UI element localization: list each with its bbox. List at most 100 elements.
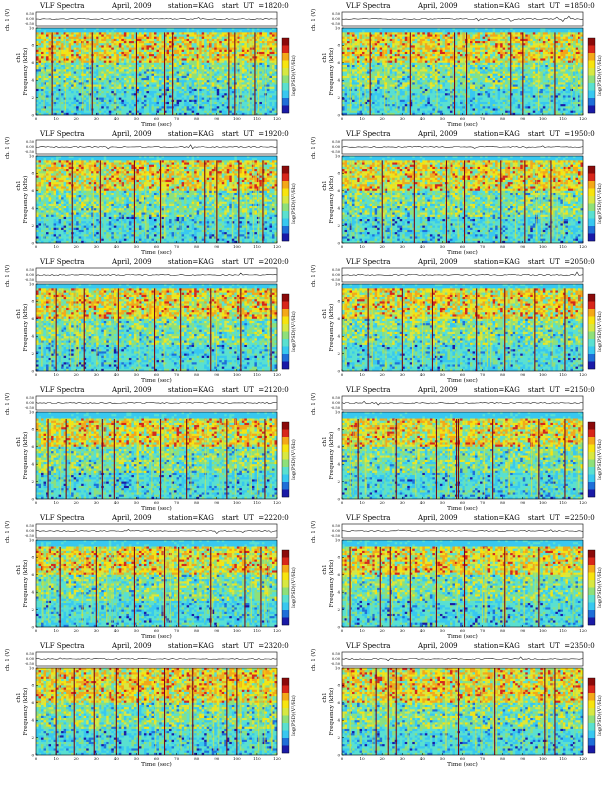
spectrogram-cell xyxy=(457,45,461,48)
spectrogram-cell xyxy=(261,32,265,35)
spectrogram-cell xyxy=(266,101,270,105)
spectrogram-cell xyxy=(201,112,205,116)
spectrogram-cell xyxy=(133,82,137,85)
spectrogram-cell xyxy=(229,78,232,81)
spectrogram-cell xyxy=(204,69,207,72)
spectrogram-cell xyxy=(557,30,561,33)
spectrogram-cell xyxy=(392,38,395,42)
spectrogram-cell xyxy=(151,54,155,57)
spectrogram-cell xyxy=(465,30,468,33)
spectrogram-cell xyxy=(169,108,172,111)
spectrogram-cell xyxy=(249,84,253,87)
spectrogram-cell xyxy=(116,75,119,79)
spectrogram-cell xyxy=(214,84,217,87)
spectrogram-cell xyxy=(38,69,42,72)
spectrogram-cell xyxy=(169,62,172,66)
spectrogram-cell xyxy=(442,38,446,42)
spectrogram-cell xyxy=(126,30,130,33)
spectrogram-cell xyxy=(259,32,263,35)
spectrogram-cell xyxy=(392,32,395,35)
spectrogram-cell xyxy=(231,38,235,42)
spectrogram-cell xyxy=(101,30,104,33)
spectrogram-cell xyxy=(106,75,109,79)
spectrogram-cell xyxy=(229,104,232,107)
spectrogram-cell xyxy=(181,99,185,103)
spectrogram-cell xyxy=(497,41,501,44)
spectrogram-cell xyxy=(81,112,84,116)
spectrogram-cell xyxy=(572,41,576,44)
spectrogram-cell xyxy=(266,36,270,40)
spectrogram-cell xyxy=(131,93,135,96)
spectrogram-cell xyxy=(550,43,554,46)
spectrogram-cell xyxy=(480,45,483,48)
spectrogram-cell xyxy=(136,43,140,46)
spectrogram-cell xyxy=(184,99,187,103)
spectrogram-cell xyxy=(206,86,210,90)
spectrogram-cell xyxy=(261,110,265,113)
spectrogram-cell xyxy=(93,28,97,31)
spectrogram-cell xyxy=(344,36,348,40)
spectrogram-cell xyxy=(56,30,59,33)
spectrogram-cell xyxy=(224,82,227,85)
spectrogram-cell xyxy=(76,45,79,48)
spectrogram-cell xyxy=(136,47,140,50)
spectrogram-cell xyxy=(143,45,147,48)
spectrogram-cell xyxy=(46,112,49,116)
spectrogram-cell xyxy=(96,38,99,42)
spectrogram-cell xyxy=(251,110,255,113)
spectrogram-cell xyxy=(274,78,278,81)
spectrogram-cell xyxy=(477,41,481,44)
spectrogram-cell xyxy=(176,101,180,105)
spectrogram-cell xyxy=(184,86,187,90)
spectrogram-cell xyxy=(36,69,39,72)
spectrogram-cell xyxy=(530,34,533,37)
spectrogram-cell xyxy=(73,62,77,66)
spectrogram-cell xyxy=(159,62,162,66)
spectrogram-cell xyxy=(146,99,150,103)
spectrogram-cell xyxy=(106,84,109,87)
spectrogram-cell xyxy=(577,34,581,37)
spectrogram-cell xyxy=(179,30,182,33)
spectrogram-cell xyxy=(123,62,127,66)
spectrogram-cell xyxy=(502,28,506,31)
spectrogram-cell xyxy=(118,110,122,113)
spectrogram-cell xyxy=(472,49,476,53)
spectrogram-cell xyxy=(211,49,215,53)
spectrogram-cell xyxy=(226,104,230,107)
spectrogram-cell xyxy=(141,93,145,96)
spectrogram-cell xyxy=(38,82,42,85)
spectrogram-cell xyxy=(181,82,185,85)
spectrogram-cell xyxy=(121,93,125,96)
spectrogram-cell xyxy=(269,95,273,98)
spectrogram-cell xyxy=(176,43,180,46)
spectrogram-cell xyxy=(550,32,554,35)
spectrogram-cell xyxy=(517,45,521,48)
spectrogram-cell xyxy=(231,88,235,92)
spectrogram-cell xyxy=(141,32,145,35)
spectrogram-cell xyxy=(161,60,165,63)
spectrogram-cell xyxy=(462,30,466,33)
spectrogram-cell xyxy=(470,36,473,40)
spectrogram-cell xyxy=(181,51,185,55)
spectrogram-cell xyxy=(214,45,217,48)
spectrogram-cell xyxy=(442,47,446,50)
spectrogram-cell xyxy=(427,32,431,35)
spectrogram-cell xyxy=(184,67,187,70)
spectrogram-cell xyxy=(429,45,433,48)
spectrogram-cell xyxy=(118,62,122,66)
spectrogram-cell xyxy=(108,97,112,100)
spectrogram-cell xyxy=(161,78,165,81)
spectrogram-cell xyxy=(214,43,217,46)
spectrogram-cell xyxy=(86,82,89,85)
spectrogram-cell xyxy=(234,108,237,111)
spectrogram-cell xyxy=(123,45,127,48)
spectrogram-cell xyxy=(454,30,458,33)
spectrogram-cell xyxy=(347,36,350,40)
spectrogram-cell xyxy=(389,41,393,44)
spectrogram-cell xyxy=(404,45,408,48)
spectrogram-cell xyxy=(181,45,185,48)
spectrogram-cell xyxy=(41,60,44,63)
spectrogram-cell xyxy=(226,88,230,92)
spectrogram-cell xyxy=(342,41,345,44)
spectrogram-cell xyxy=(364,41,368,44)
